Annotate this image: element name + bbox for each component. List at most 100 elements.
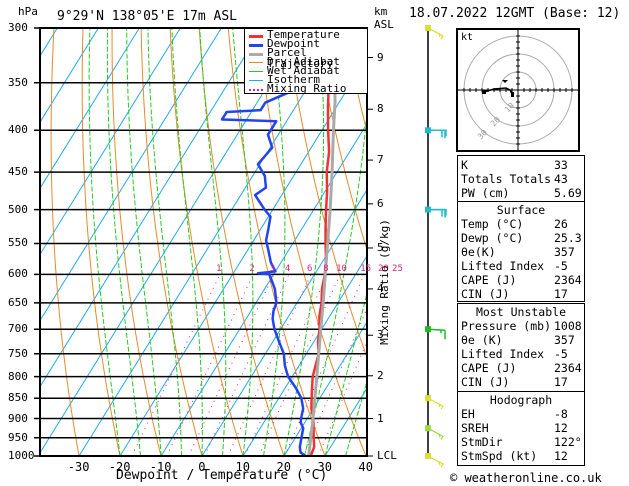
hodo-stat-label: EH xyxy=(461,407,475,421)
hodo-stat-label: StmSpd (kt) xyxy=(461,449,538,463)
hodo-stat-value: 12 xyxy=(554,449,568,463)
mu-value: 17 xyxy=(554,375,568,389)
legend-swatch xyxy=(249,71,263,72)
mu-value: 2364 xyxy=(554,361,582,375)
wet-adiabat-line xyxy=(171,28,203,456)
wet-adiabat-line xyxy=(126,28,162,456)
wind-barb xyxy=(428,208,446,218)
surface-value: 357 xyxy=(554,245,575,259)
wind-barbs xyxy=(425,25,447,468)
surface-label: θe(K) xyxy=(461,245,496,259)
legend: Temperature Dewpoint Parcel Trajectory D… xyxy=(244,28,368,94)
dry-adiabat-line xyxy=(314,28,367,252)
mixing-ratio-label: 4 xyxy=(284,264,291,275)
pressure-tick-label: 650 xyxy=(8,295,28,309)
mixing-ratio-label: 15 xyxy=(360,264,372,275)
km-tick-label: 9 xyxy=(377,50,384,64)
pressure-tick-label: 850 xyxy=(8,391,28,405)
wind-barb xyxy=(427,427,444,440)
wind-barb xyxy=(427,397,444,410)
index-label: Totals Totals xyxy=(461,172,552,186)
pressure-tick-label: 900 xyxy=(8,411,28,425)
legend-item-dewpoint: Dewpoint xyxy=(249,38,367,49)
legend-label: Dry Adiabat xyxy=(267,55,340,68)
dry-adiabat-line xyxy=(606,28,629,456)
legend-label: Wet Adiabat xyxy=(267,64,340,77)
hodograph-plot xyxy=(458,30,578,150)
index-label: K xyxy=(461,158,468,172)
most-unstable-box: Most Unstable Pressure (mb) 1008 θe (K) … xyxy=(457,303,585,392)
surface-value: -5 xyxy=(554,259,568,273)
pressure-grid xyxy=(34,27,367,457)
legend-swatch xyxy=(249,35,263,38)
pressure-tick-label: 700 xyxy=(8,322,28,336)
surface-value: 2364 xyxy=(554,273,582,287)
index-value: 33 xyxy=(554,158,568,172)
legend-label: Parcel Trajectory xyxy=(267,46,334,70)
copyright-link[interactable]: © weatheronline.co.uk xyxy=(450,471,602,485)
indices-box: K 33 Totals Totals 43 PW (cm) 5.69 xyxy=(457,155,585,202)
hodo-unit-label: kt xyxy=(461,32,474,43)
pressure-tick-label: 950 xyxy=(8,430,28,444)
legend-item-parcel: Parcel Trajectory xyxy=(249,47,367,69)
x-tick-label: 30 xyxy=(317,460,332,474)
dry-adiabat-line xyxy=(81,28,121,456)
isotherm-line xyxy=(40,28,181,256)
x-axis-label: Dewpoint / Temperature (°C) xyxy=(116,468,328,483)
x-tick-label: 10 xyxy=(235,460,250,474)
parcel-trajectory-line xyxy=(307,82,337,456)
x-tick-label: -10 xyxy=(149,460,172,474)
mixing-ratio-label: 1 xyxy=(216,264,222,275)
km-tick-label: 2 xyxy=(377,368,384,382)
surface-value: 17 xyxy=(554,287,568,301)
temperature-line xyxy=(309,28,331,456)
index-value: 43 xyxy=(554,172,568,186)
mixing-ratio-line xyxy=(227,274,312,456)
mu-label: Lifted Index xyxy=(461,347,545,361)
hodograph-stats-title: Hodograph xyxy=(489,393,553,407)
surface-label: Lifted Index xyxy=(461,259,545,273)
hodo-point xyxy=(482,90,486,94)
km-tick-label: 3 xyxy=(377,328,384,342)
pressure-tick-label: 550 xyxy=(8,236,28,250)
y-axis-right-label: Mixing Ratio (g/kg) xyxy=(377,219,391,345)
mu-value: 1008 xyxy=(554,319,582,333)
mu-label: CAPE (J) xyxy=(461,361,517,375)
hodo-point xyxy=(511,92,514,97)
y-unit-right-asl: ASL xyxy=(374,18,394,31)
mixing-ratio-label: 25 xyxy=(392,264,403,275)
isotherm-line xyxy=(160,122,367,456)
km-tick-label: 7 xyxy=(377,153,384,167)
hodo-stat-label: SREH xyxy=(461,421,489,435)
legend-swatch xyxy=(249,44,263,47)
pressure-tick-label: 600 xyxy=(8,267,28,281)
km-tick-label: LCL xyxy=(377,449,397,462)
mixing-ratio-label: 10 xyxy=(336,264,347,275)
wind-barb xyxy=(427,27,444,40)
pressure-tick-label: 750 xyxy=(8,346,28,360)
legend-label: Temperature xyxy=(267,28,340,41)
mixing-ratio-label: 8 xyxy=(323,264,329,275)
hodo-stat-value: -8 xyxy=(554,407,568,421)
km-tick-label: 4 xyxy=(377,281,384,295)
mu-label: θe (K) xyxy=(461,333,503,347)
wind-barb xyxy=(428,129,446,139)
axes xyxy=(367,57,373,457)
surface-label: Temp (°C) xyxy=(461,217,524,231)
hodo-trace xyxy=(483,87,513,95)
wind-barb xyxy=(427,455,444,468)
legend-swatch xyxy=(249,80,263,81)
pressure-tick-label: 350 xyxy=(8,75,28,89)
isotherm-line xyxy=(40,28,263,388)
pressure-tick-label: 300 xyxy=(8,21,28,34)
dewpoint-line xyxy=(220,28,307,456)
mixing-ratio-label: 6 xyxy=(306,264,313,275)
legend-label: Isotherm xyxy=(267,73,320,86)
legend-item-wet-adiabat: Wet Adiabat xyxy=(249,64,367,77)
km-tick-label: 8 xyxy=(377,102,384,116)
dry-adiabat-line xyxy=(50,28,80,456)
pressure-tick-label: 450 xyxy=(8,165,28,179)
wet-adiabat-line xyxy=(199,28,227,456)
storm-motion-marker xyxy=(502,80,508,83)
index-value: 5.69 xyxy=(554,186,582,200)
